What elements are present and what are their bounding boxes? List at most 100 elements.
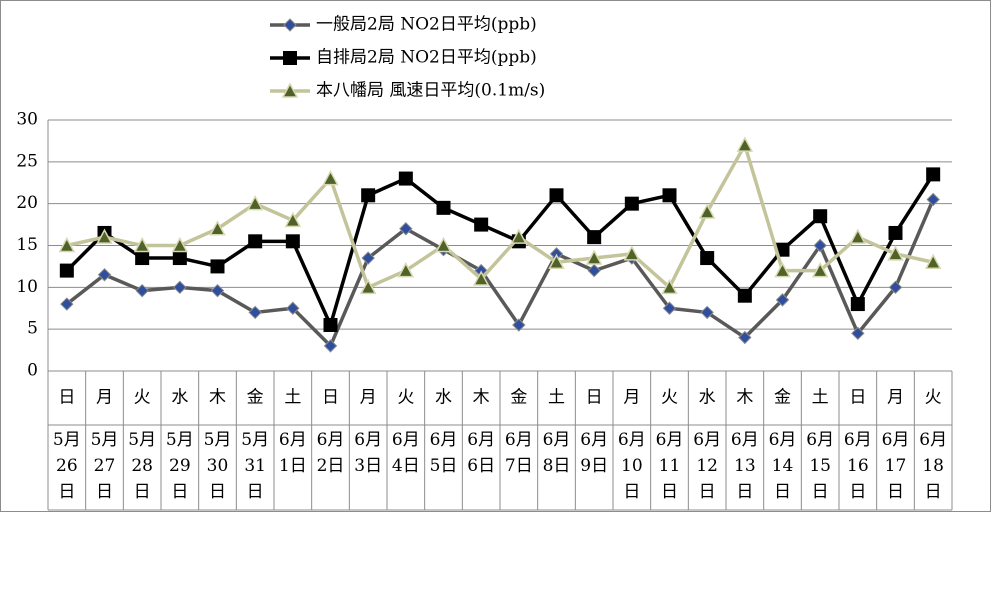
point xyxy=(926,192,940,207)
point xyxy=(173,280,187,295)
point xyxy=(398,171,413,186)
weekday-label: 月 xyxy=(887,388,904,408)
weekday-label: 水 xyxy=(435,388,452,408)
x-tick-label: 6月 7日 xyxy=(505,430,533,476)
point xyxy=(737,288,752,303)
weekday-label: 月 xyxy=(623,388,640,408)
x-tick-label: 6月 5日 xyxy=(430,430,458,476)
weekday-label: 日 xyxy=(322,388,339,408)
series-line xyxy=(65,198,935,348)
x-tick-label: 5月 31 日 xyxy=(241,430,269,502)
point xyxy=(888,280,903,295)
x-tick-label: 5月 29 日 xyxy=(166,430,194,502)
point xyxy=(474,217,489,232)
point xyxy=(135,283,149,298)
point xyxy=(811,262,829,278)
weekday-label: 土 xyxy=(284,388,301,408)
point xyxy=(585,249,603,265)
legend-label: 本八幡局 風速日平均(0.1m/s) xyxy=(316,81,545,101)
point xyxy=(133,236,151,253)
series-line xyxy=(66,143,934,290)
point xyxy=(736,136,754,152)
point xyxy=(510,228,528,244)
x-tick-label: 6月 3日 xyxy=(354,430,382,476)
point xyxy=(435,236,452,253)
y-tick-label: 30 xyxy=(16,110,38,130)
point xyxy=(248,234,263,249)
point xyxy=(924,253,942,269)
point xyxy=(361,188,376,203)
x-tick-label: 6月 6日 xyxy=(467,430,495,476)
point xyxy=(248,305,262,320)
point xyxy=(361,251,375,265)
legend-label: 自排局2局 NO2日平均(ppb) xyxy=(316,48,537,68)
point xyxy=(285,234,300,249)
y-tick-label: 15 xyxy=(16,235,38,255)
weekday-label: 金 xyxy=(774,388,791,408)
y-tick-label: 5 xyxy=(27,319,38,339)
x-tick-label: 6月 13 日 xyxy=(731,430,759,502)
weekday-label: 土 xyxy=(812,388,829,408)
x-tick-label: 5月 30 日 xyxy=(204,430,232,502)
point xyxy=(548,253,565,269)
x-tick-label: 6月 17 日 xyxy=(882,430,910,502)
point xyxy=(323,339,338,353)
point xyxy=(549,188,564,203)
x-tick-label: 6月 9日 xyxy=(580,430,608,476)
x-tick-label: 6月 15 日 xyxy=(806,430,834,502)
point xyxy=(397,262,415,278)
point xyxy=(171,236,189,253)
point xyxy=(322,169,339,186)
x-tick-label: 6月 8日 xyxy=(543,430,571,476)
legend-label: 一般局2局 NO2日平均(ppb) xyxy=(316,15,537,35)
point xyxy=(623,245,641,261)
weekday-label: 月 xyxy=(360,388,377,408)
point xyxy=(97,268,112,282)
x-tick-label: 6月 12 日 xyxy=(693,430,721,502)
x-tick-label: 6月 1日 xyxy=(279,430,307,476)
weekday-label: 水 xyxy=(699,388,716,408)
y-tick-label: 10 xyxy=(16,277,38,297)
x-tick-label: 6月 16 日 xyxy=(844,430,872,502)
point xyxy=(96,228,113,244)
point xyxy=(926,167,941,182)
point xyxy=(472,270,490,286)
legend-marker xyxy=(283,51,297,65)
point xyxy=(359,278,377,295)
point xyxy=(700,305,714,320)
weekday-label: 火 xyxy=(661,388,678,408)
point xyxy=(172,251,187,266)
point xyxy=(58,236,76,253)
weekday-label: 木 xyxy=(736,388,753,408)
x-tick-label: 6月 18 日 xyxy=(919,430,947,502)
point xyxy=(323,317,338,332)
point xyxy=(700,251,715,266)
point xyxy=(662,301,677,315)
point xyxy=(284,211,302,228)
x-tick-label: 6月 10 日 xyxy=(618,430,646,502)
point xyxy=(399,222,413,236)
point xyxy=(624,196,639,211)
weekday-label: 木 xyxy=(209,388,226,408)
point xyxy=(850,297,865,312)
x-tick-label: 6月 14 日 xyxy=(769,430,797,502)
point xyxy=(59,263,74,278)
x-tick-label: 6月 4日 xyxy=(392,430,420,476)
x-tick-label: 5月 27 日 xyxy=(91,430,119,502)
point xyxy=(774,262,791,278)
legend-marker xyxy=(281,82,299,98)
weekday-label: 日 xyxy=(58,388,75,408)
point xyxy=(888,225,903,240)
point xyxy=(60,297,74,311)
point xyxy=(246,195,264,211)
point xyxy=(662,188,677,203)
legend-marker xyxy=(283,18,297,32)
weekday-label: 火 xyxy=(134,388,151,408)
weekday-label: 日 xyxy=(586,388,603,408)
weekday-label: 金 xyxy=(510,388,527,408)
point xyxy=(210,283,225,298)
point xyxy=(813,238,827,253)
weekday-label: 火 xyxy=(397,388,414,408)
x-tick-label: 6月 11 日 xyxy=(656,430,684,502)
